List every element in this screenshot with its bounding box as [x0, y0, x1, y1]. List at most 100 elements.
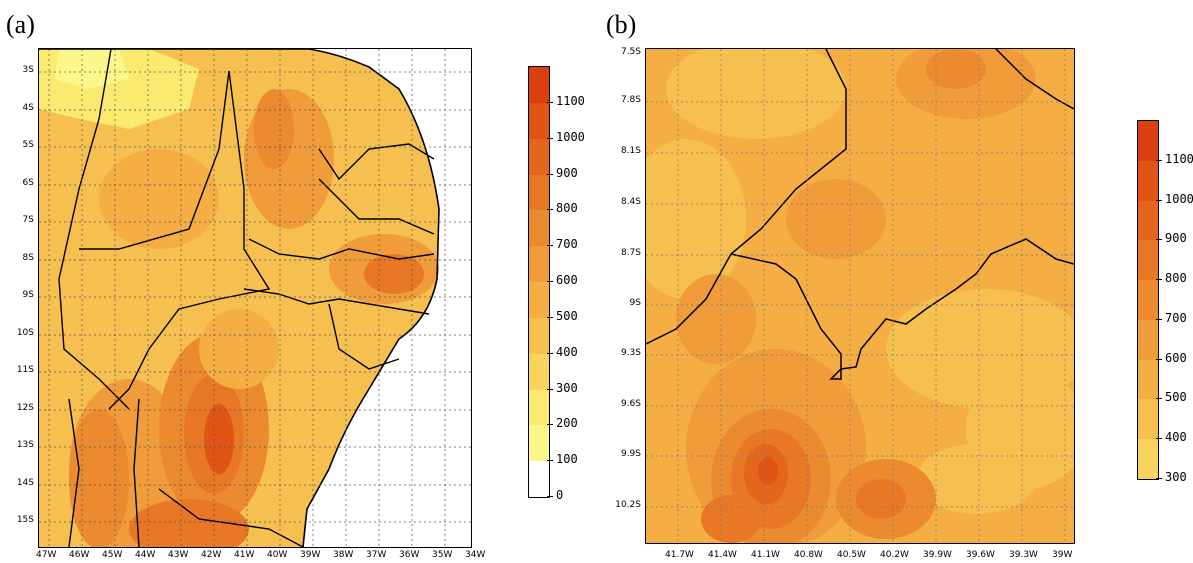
colorbar-label: 400 [1165, 430, 1187, 445]
colorbar-segment [529, 282, 549, 319]
colorbar-segment [1138, 200, 1158, 241]
lat-tick-label: 8.4S [620, 197, 641, 207]
lat-tick-label: 6S [22, 178, 34, 188]
lat-tick-label: 8.7S [620, 248, 641, 258]
lon-tick-label: 35W [432, 550, 453, 560]
lon-tick-label: 36W [399, 550, 420, 560]
lon-tick-label: 39.6W [966, 550, 995, 560]
lat-tick-label: 10.2S [615, 500, 641, 510]
colorbar-tick [547, 388, 553, 390]
map-a [38, 48, 472, 548]
colorbar-b [1137, 120, 1159, 480]
colorbar-label: 700 [556, 237, 578, 252]
lat-tick-label: 8S [22, 253, 34, 263]
lat-tick-label: 10S [16, 328, 34, 338]
colorbar-label: 600 [1165, 350, 1187, 365]
lat-tick-label: 7.8S [620, 95, 641, 105]
colorbar-label: 300 [556, 380, 578, 395]
lon-tick-label: 41.1W [751, 550, 780, 560]
colorbar-tick [547, 460, 553, 462]
colorbar-segment [529, 317, 549, 355]
colorbar-segment [529, 425, 549, 462]
colorbar-segment [529, 353, 549, 390]
lat-tick-label: 9.3S [620, 348, 641, 358]
lat-tick-label: 3S [22, 65, 34, 75]
colorbar-segment [1138, 439, 1158, 480]
colorbar-tick [547, 137, 553, 139]
colorbar-label: 1000 [1165, 191, 1193, 206]
colorbar-label: 1100 [556, 93, 585, 108]
lat-tick-label: 12S [16, 403, 34, 413]
colorbar-segment [1138, 280, 1158, 321]
lon-tick-label: 41.4W [708, 550, 737, 560]
colorbar-label: 300 [1165, 470, 1187, 484]
colorbar-segment [529, 389, 549, 426]
colorbar-tick [547, 424, 553, 426]
map-b [645, 48, 1075, 544]
lat-tick-label: 9S [22, 290, 34, 300]
colorbar-segment [1138, 160, 1158, 202]
lon-tick-label: 39W [1052, 550, 1073, 560]
panel-a-label: (a) [6, 10, 35, 39]
colorbar-segment [1138, 319, 1158, 361]
lon-tick-label: 46W [69, 550, 90, 560]
lon-tick-label: 40.2W [880, 550, 909, 560]
colorbar-tick [547, 209, 553, 211]
colorbar-label: 1100 [1165, 151, 1193, 166]
colorbar-label: 800 [556, 201, 578, 216]
lon-tick-label: 41.7W [665, 550, 694, 560]
lon-tick-label: 40.5W [837, 550, 866, 560]
lon-tick-label: 38W [333, 550, 354, 560]
colorbar-a [528, 66, 550, 498]
colorbar-tick [1156, 438, 1162, 440]
colorbar-segment [529, 174, 549, 211]
colorbar-segment [529, 67, 549, 104]
colorbar-tick [547, 281, 553, 282]
map-a-field [39, 49, 471, 547]
lat-tick-label: 8.1S [620, 146, 641, 156]
lon-tick-label: 39W [300, 550, 321, 560]
colorbar-label: 700 [1165, 310, 1187, 325]
map-b-field [646, 49, 1074, 543]
lat-tick-label: 15S [16, 515, 34, 525]
lat-tick-label: 9.6S [620, 399, 641, 409]
lat-tick-label: 9.9S [620, 449, 641, 459]
lat-tick-label: 5S [22, 140, 34, 150]
lon-tick-label: 39.9W [923, 550, 952, 560]
colorbar-label: 1000 [556, 129, 585, 144]
colorbar-tick [547, 352, 553, 354]
lon-tick-label: 41W [234, 550, 255, 560]
lat-tick-label: 13S [16, 440, 34, 450]
lat-tick-label: 7.5S [620, 47, 641, 57]
colorbar-segment [1138, 399, 1158, 440]
colorbar-segment [1138, 359, 1158, 400]
colorbar-label: 100 [556, 452, 578, 467]
lon-tick-label: 40W [267, 550, 288, 560]
lon-tick-label: 37W [366, 550, 387, 560]
lon-tick-label: 45W [102, 550, 123, 560]
colorbar-tick [1156, 478, 1162, 479]
colorbar-tick [1156, 318, 1162, 320]
lon-tick-label: 44W [135, 550, 156, 560]
lon-tick-label: 40.8W [794, 550, 823, 560]
colorbar-tick [547, 496, 553, 497]
colorbar-label: 900 [556, 165, 578, 180]
colorbar-label: 200 [556, 416, 578, 431]
colorbar-segment [529, 461, 549, 498]
panel-b-label: (b) [606, 10, 637, 39]
colorbar-label: 600 [556, 273, 578, 287]
colorbar-label: 0 [556, 488, 564, 502]
colorbar-label: 800 [1165, 271, 1187, 286]
lat-tick-label: 11S [16, 365, 34, 375]
colorbar-tick [1156, 358, 1162, 360]
lon-tick-label: 47W [36, 550, 57, 560]
lon-tick-label: 34W [465, 550, 486, 560]
lon-tick-label: 42W [201, 550, 222, 560]
colorbar-label: 500 [556, 308, 578, 323]
colorbar-label: 400 [556, 344, 578, 359]
colorbar-tick [547, 245, 553, 247]
lat-tick-label: 7S [22, 215, 34, 225]
colorbar-segment [529, 246, 549, 283]
colorbar-tick [547, 173, 553, 175]
colorbar-segment [529, 138, 549, 175]
